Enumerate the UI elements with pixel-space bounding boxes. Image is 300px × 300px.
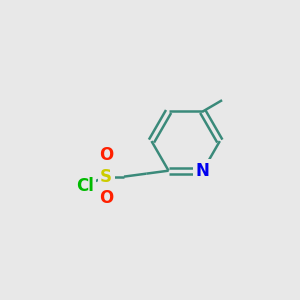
Text: N: N (196, 162, 210, 180)
Text: O: O (99, 146, 113, 164)
Text: O: O (99, 189, 113, 207)
Text: Cl: Cl (76, 176, 94, 194)
Text: S: S (100, 168, 112, 186)
